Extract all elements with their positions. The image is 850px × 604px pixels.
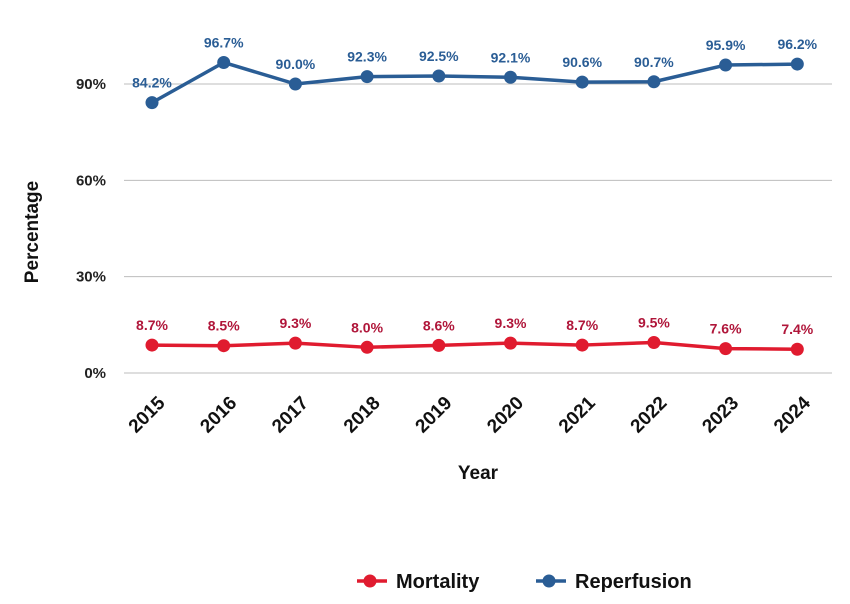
data-point-mortality xyxy=(647,335,661,349)
data-point-mortality xyxy=(575,338,589,352)
y-tick-label: 90% xyxy=(76,76,106,93)
data-point-mortality xyxy=(719,342,733,356)
data-label-reperfusion: 84.2% xyxy=(132,75,172,91)
data-label-mortality: 9.3% xyxy=(279,315,311,331)
data-label-reperfusion: 90.6% xyxy=(562,54,602,70)
data-labels: 8.7% 8.5% 9.3% 8.0% 8.6% 9.3% 8.7% 9.5% 7.6% 7.4%… xyxy=(132,34,818,337)
x-tick-label: 2024 xyxy=(770,392,815,437)
data-point-reperfusion xyxy=(360,70,374,84)
data-point-reperfusion xyxy=(790,57,804,71)
data-point-mortality xyxy=(217,339,231,353)
data-label-reperfusion: 92.5% xyxy=(419,48,459,64)
x-tick-label: 2020 xyxy=(483,393,528,438)
data-point-mortality xyxy=(432,338,446,352)
y-tick-label: 30% xyxy=(76,269,106,286)
data-point-reperfusion xyxy=(145,96,159,110)
data-point-reperfusion xyxy=(647,75,661,89)
data-label-mortality: 8.7% xyxy=(566,317,598,333)
data-point-reperfusion xyxy=(432,69,446,83)
data-label-reperfusion: 96.7% xyxy=(204,34,244,50)
y-axis-title: Percentage xyxy=(22,181,43,283)
data-point-mortality xyxy=(360,340,374,354)
x-tick-label: 2016 xyxy=(196,393,241,438)
data-label-mortality: 9.5% xyxy=(638,314,670,330)
data-point-mortality xyxy=(504,336,517,350)
x-tick-label: 2021 xyxy=(555,392,600,437)
gridlines xyxy=(124,83,832,374)
legend-label-reperfusion: Reperfusion xyxy=(575,571,692,593)
data-label-reperfusion: 92.3% xyxy=(347,49,387,65)
data-label-reperfusion: 90.0% xyxy=(276,56,316,72)
data-label-reperfusion: 92.1% xyxy=(491,49,531,65)
data-label-reperfusion: 90.7% xyxy=(634,54,674,70)
data-point-mortality xyxy=(288,336,302,350)
data-point-mortality xyxy=(145,338,159,352)
legend: Mortality Reperfusion xyxy=(357,571,692,593)
data-label-mortality: 9.3% xyxy=(495,315,527,331)
y-tick-label: 0% xyxy=(84,365,106,382)
series-group xyxy=(145,55,804,356)
data-label-reperfusion: 96.2% xyxy=(777,36,817,52)
data-point-mortality xyxy=(790,342,804,356)
x-axis-ticks: 2015 2016 2017 2018 2019 2020 2021 2022 2023 2024 xyxy=(125,392,815,437)
x-tick-label: 2017 xyxy=(268,393,313,438)
data-point-reperfusion xyxy=(719,58,733,72)
x-tick-label: 2018 xyxy=(340,393,385,438)
series-line-reperfusion xyxy=(151,60,798,105)
data-label-mortality: 8.0% xyxy=(351,319,383,335)
x-tick-label: 2019 xyxy=(412,393,457,438)
data-point-reperfusion xyxy=(288,77,302,91)
legend-marker-reperfusion xyxy=(542,574,556,588)
y-tick-label: 60% xyxy=(76,172,106,189)
data-label-mortality: 7.4% xyxy=(781,321,813,337)
data-label-mortality: 8.6% xyxy=(423,317,455,333)
data-label-mortality: 7.6% xyxy=(710,321,742,337)
series-line-mortality xyxy=(151,340,798,351)
data-point-reperfusion xyxy=(217,55,231,69)
data-label-reperfusion: 95.9% xyxy=(706,37,746,53)
x-tick-label: 2015 xyxy=(125,392,170,437)
data-label-mortality: 8.7% xyxy=(136,317,168,333)
legend-label-mortality: Mortality xyxy=(396,571,480,593)
y-axis-ticks: 0% 30% 60% 90% xyxy=(76,76,106,382)
x-tick-label: 2023 xyxy=(698,393,743,438)
data-point-reperfusion xyxy=(504,70,517,84)
legend-marker-mortality xyxy=(363,574,377,588)
x-tick-label: 2022 xyxy=(627,393,672,438)
x-axis-title: Year xyxy=(458,463,499,484)
data-label-mortality: 8.5% xyxy=(208,318,240,334)
data-point-reperfusion xyxy=(575,75,589,89)
